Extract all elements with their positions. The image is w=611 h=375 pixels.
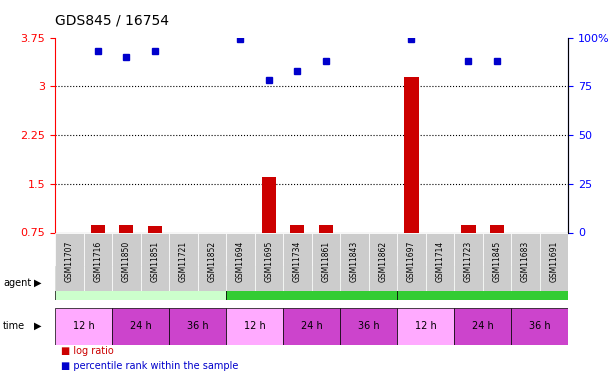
Text: agent: agent <box>3 278 31 288</box>
Text: untreated: untreated <box>117 278 164 288</box>
Text: 0.5 uM doxorubicin: 0.5 uM doxorubicin <box>265 278 358 288</box>
FancyBboxPatch shape <box>55 266 226 300</box>
Text: ▶: ▶ <box>34 278 41 288</box>
Text: 12 h: 12 h <box>244 321 265 331</box>
Text: GSM11707: GSM11707 <box>65 241 74 282</box>
FancyBboxPatch shape <box>283 308 340 345</box>
Text: GSM11723: GSM11723 <box>464 241 473 282</box>
Bar <box>148 226 162 232</box>
FancyBboxPatch shape <box>397 308 454 345</box>
Bar <box>490 225 504 232</box>
FancyBboxPatch shape <box>454 308 511 345</box>
Bar <box>90 225 105 232</box>
Text: 12 h: 12 h <box>415 321 436 331</box>
Text: GSM11695: GSM11695 <box>265 241 273 282</box>
FancyBboxPatch shape <box>226 308 283 345</box>
Text: GDS845 / 16754: GDS845 / 16754 <box>55 13 169 27</box>
FancyBboxPatch shape <box>483 232 511 291</box>
Bar <box>404 76 419 232</box>
Bar <box>290 225 304 232</box>
Text: time: time <box>3 321 25 331</box>
FancyBboxPatch shape <box>312 232 340 291</box>
Text: GSM11861: GSM11861 <box>321 241 331 282</box>
Text: GSM11851: GSM11851 <box>150 241 159 282</box>
Text: GSM11697: GSM11697 <box>407 241 416 282</box>
Text: GSM11691: GSM11691 <box>549 241 558 282</box>
Text: GSM11852: GSM11852 <box>207 241 216 282</box>
FancyBboxPatch shape <box>340 308 397 345</box>
FancyBboxPatch shape <box>340 232 368 291</box>
FancyBboxPatch shape <box>511 308 568 345</box>
FancyBboxPatch shape <box>169 308 226 345</box>
Text: GSM11683: GSM11683 <box>521 241 530 282</box>
FancyBboxPatch shape <box>197 232 226 291</box>
FancyBboxPatch shape <box>255 232 283 291</box>
Text: GSM11694: GSM11694 <box>236 241 245 282</box>
Text: ■ percentile rank within the sample: ■ percentile rank within the sample <box>61 361 238 371</box>
FancyBboxPatch shape <box>169 232 197 291</box>
FancyBboxPatch shape <box>112 308 169 345</box>
FancyBboxPatch shape <box>283 232 312 291</box>
Text: 36 h: 36 h <box>187 321 208 331</box>
Text: 24 h: 24 h <box>472 321 494 331</box>
FancyBboxPatch shape <box>368 232 397 291</box>
FancyBboxPatch shape <box>426 232 454 291</box>
Text: GSM11843: GSM11843 <box>350 241 359 282</box>
FancyBboxPatch shape <box>454 232 483 291</box>
Text: GSM11716: GSM11716 <box>93 241 102 282</box>
FancyBboxPatch shape <box>55 232 84 291</box>
Text: 36 h: 36 h <box>529 321 551 331</box>
Text: ▶: ▶ <box>34 321 41 331</box>
FancyBboxPatch shape <box>511 232 540 291</box>
Bar <box>262 177 276 232</box>
FancyBboxPatch shape <box>84 232 112 291</box>
FancyBboxPatch shape <box>141 232 169 291</box>
Text: GSM11845: GSM11845 <box>492 241 502 282</box>
Text: 0.06 mM 5-fluorouracil: 0.06 mM 5-fluorouracil <box>428 278 538 288</box>
FancyBboxPatch shape <box>397 266 568 300</box>
Bar <box>119 225 133 232</box>
FancyBboxPatch shape <box>540 232 568 291</box>
Text: ■ log ratio: ■ log ratio <box>61 346 114 356</box>
FancyBboxPatch shape <box>226 232 255 291</box>
Text: 36 h: 36 h <box>358 321 379 331</box>
Text: GSM11850: GSM11850 <box>122 241 131 282</box>
FancyBboxPatch shape <box>112 232 141 291</box>
Text: 24 h: 24 h <box>130 321 152 331</box>
Text: GSM11714: GSM11714 <box>436 241 444 282</box>
Text: 12 h: 12 h <box>73 321 94 331</box>
Bar <box>319 225 333 232</box>
FancyBboxPatch shape <box>55 308 112 345</box>
FancyBboxPatch shape <box>226 266 397 300</box>
Bar <box>461 225 475 232</box>
Text: GSM11862: GSM11862 <box>378 241 387 282</box>
Text: GSM11721: GSM11721 <box>179 241 188 282</box>
FancyBboxPatch shape <box>397 232 426 291</box>
Text: 24 h: 24 h <box>301 321 323 331</box>
Text: GSM11734: GSM11734 <box>293 241 302 282</box>
